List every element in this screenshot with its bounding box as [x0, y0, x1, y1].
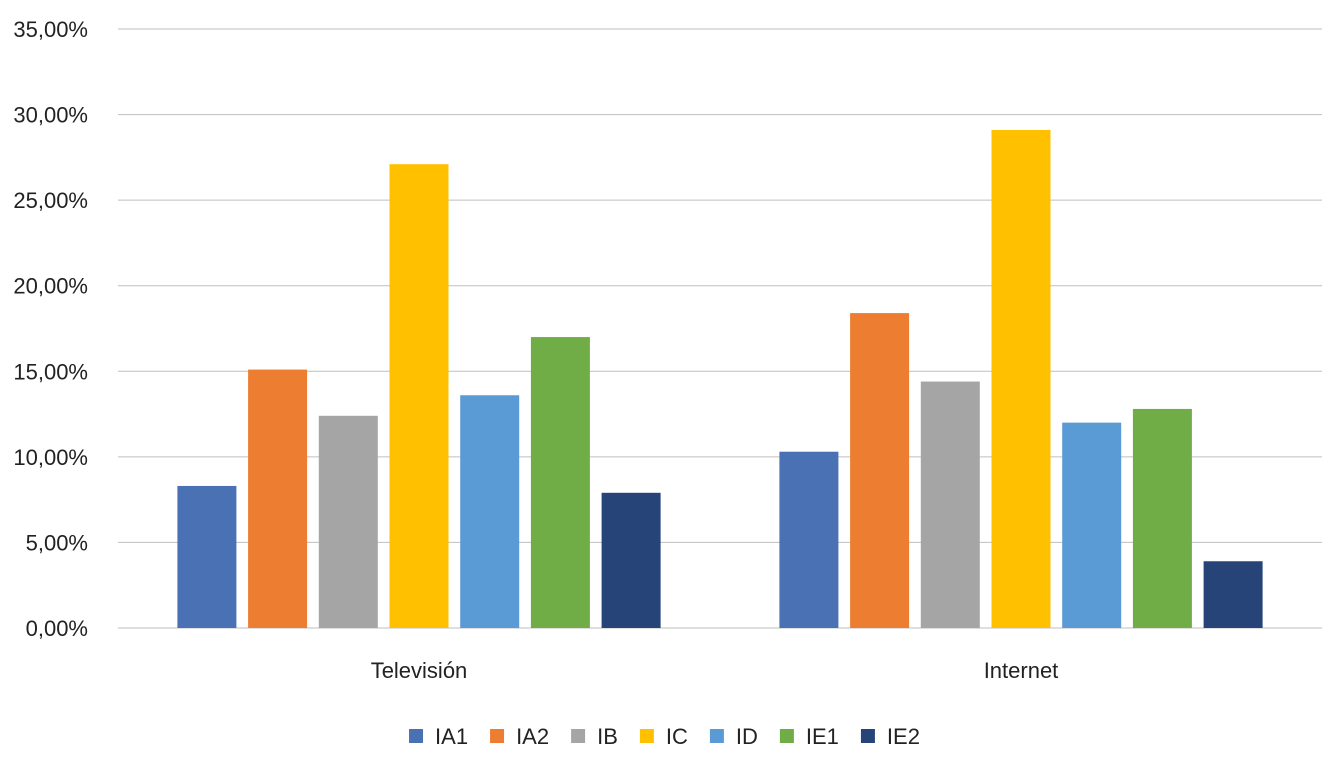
bar-ie1-0 [530, 337, 590, 628]
x-axis-category-labels: Televisión Internet [371, 658, 1059, 683]
x-category-label: Internet [984, 658, 1059, 683]
bar-ia2-1 [850, 313, 910, 628]
bar-ib-0 [318, 415, 378, 628]
y-axis-tick-labels: 0,00% 5,00% 10,00% 15,00% 20,00% 25,00% 30,00%… [13, 17, 88, 641]
bar-ie2-1 [1203, 561, 1263, 628]
bars [177, 129, 1263, 628]
bar-ic-1 [991, 129, 1051, 628]
y-tick-label: 35,00% [13, 17, 88, 42]
y-tick-label: 15,00% [13, 359, 88, 384]
x-category-label: Televisión [371, 658, 468, 683]
bar-ic-0 [389, 164, 449, 628]
bar-ia2-0 [248, 369, 308, 628]
y-tick-label: 5,00% [26, 530, 88, 555]
bar-ie2-0 [601, 492, 661, 628]
legend-swatch-ie2 [860, 729, 875, 743]
bar-id-0 [460, 395, 520, 628]
legend: IA1 IA2 IB IC ID IE1 IE2 [409, 724, 920, 749]
legend-swatch-id [709, 729, 724, 743]
bar-id-1 [1062, 422, 1122, 628]
legend-label-ia1: IA1 [435, 724, 468, 749]
y-tick-label: 25,00% [13, 188, 88, 213]
legend-swatch-ib [571, 729, 586, 743]
y-tick-label: 30,00% [13, 103, 88, 128]
legend-label-ic: IC [666, 724, 688, 749]
legend-label-ie1: IE1 [806, 724, 839, 749]
bar-ie1-1 [1132, 408, 1192, 628]
legend-swatch-ia1 [409, 729, 424, 743]
legend-label-id: ID [736, 724, 758, 749]
y-tick-label: 10,00% [13, 445, 88, 470]
bar-ia1-0 [177, 485, 237, 628]
bar-ia1-1 [779, 451, 839, 628]
legend-swatch-ie1 [779, 729, 794, 743]
y-tick-label: 0,00% [26, 616, 88, 641]
legend-swatch-ia2 [490, 729, 505, 743]
legend-swatch-ic [639, 729, 654, 743]
gridlines [118, 28, 1322, 629]
y-tick-label: 20,00% [13, 274, 88, 299]
legend-label-ie2: IE2 [887, 724, 920, 749]
legend-label-ia2: IA2 [516, 724, 549, 749]
bar-ib-1 [920, 381, 980, 628]
legend-label-ib: IB [597, 724, 618, 749]
